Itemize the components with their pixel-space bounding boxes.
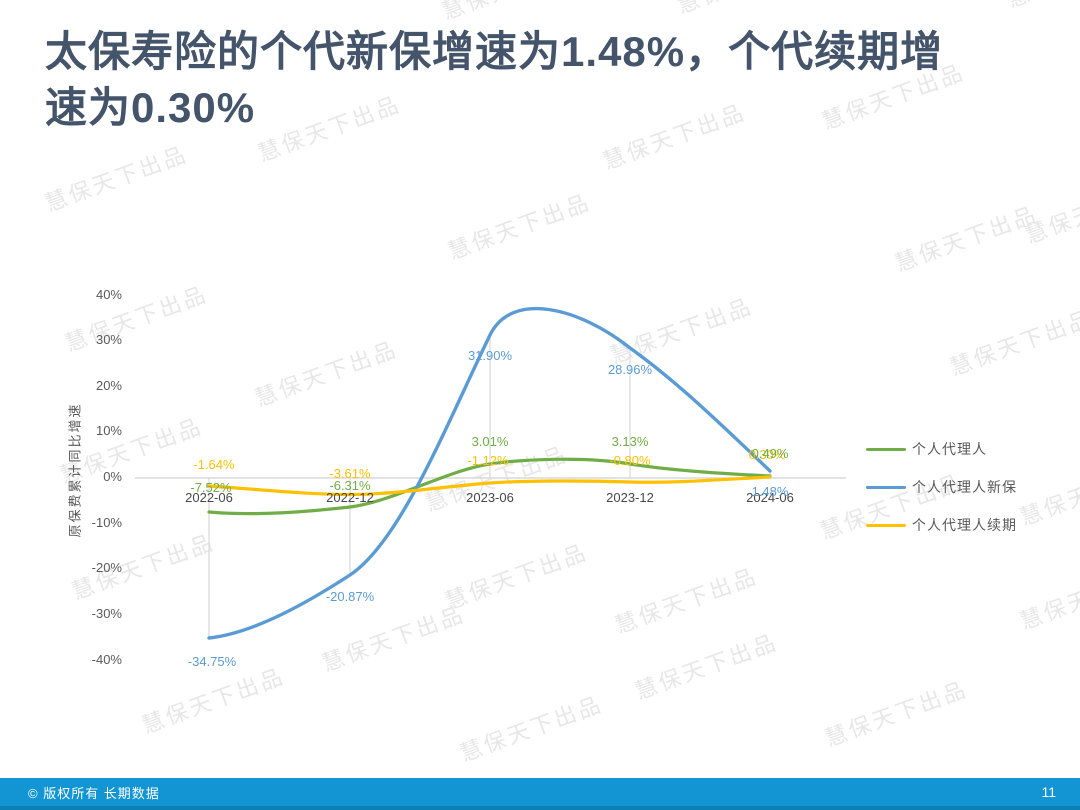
data-label: -20.87% [325,589,375,604]
footer-bar: © 版权所有 长期数据 11 [0,778,1080,810]
y-tick-label: 0% [103,469,122,484]
data-label: -7.52% [190,480,232,495]
y-axis-title: 原保费累计同比增速 [67,402,83,538]
data-label: 28.96% [607,362,653,377]
y-tick-label: 10% [95,423,122,439]
page-title: 太保寿险的个代新保增速为1.48%，个代续期增 速为0.30% [45,24,1045,136]
legend-swatch-line [866,523,906,527]
data-label: -0.80% [609,453,651,468]
page-title-line1: 太保寿险的个代新保增速为1.48%，个代续期增 [45,28,944,75]
series-line-agent-renewal [207,475,772,497]
data-label: 0.49% [751,446,789,461]
data-label: -1.12% [467,453,509,468]
legend-item-label: 个人代理人新保 [912,479,1017,495]
series-line-agent [207,457,772,516]
page-number: 11 [1041,784,1056,800]
x-tick-label: 2023-12 [606,490,654,505]
page-title-line2: 速为0.30% [45,84,256,131]
y-tick-label: -40% [91,651,122,667]
legend-item-label: 个人代理人 [912,441,987,457]
data-label: -3.61% [329,466,371,481]
data-label: 3.13% [611,434,649,449]
y-tick-label: 20% [95,377,122,393]
y-tick-label: -30% [91,605,122,621]
data-label: -1.64% [193,457,235,472]
legend-item: 个人代理人 [866,430,1017,468]
x-tick-label: 2023-06 [466,490,514,505]
legend: 个人代理人个人代理人新保 个人代理人续期 [866,430,1017,544]
series-line-agent-new-business [207,306,772,640]
y-tick-label: 40% [95,286,122,302]
legend-item: 个人代理人新保 [866,468,1017,506]
x-tick-label: 2024-06 [746,490,794,505]
y-tick-label: -20% [91,560,122,576]
data-label: 0.30% [748,447,786,462]
data-label: -34.75% [187,654,237,669]
x-tick-label: 2022-12 [326,490,374,505]
legend-item-label: 个人代理人续期 [912,517,1017,533]
data-label: -6.31% [329,478,371,493]
data-label: 3.01% [471,434,509,449]
legend-swatch-line [866,447,906,451]
copyright-text: © 版权所有 长期数据 [28,785,160,801]
x-tick-label: 2022-06 [185,490,233,505]
data-label: 1.48% [751,484,789,499]
y-tick-label: 30% [95,332,122,348]
y-tick-label: -10% [91,514,122,530]
data-label: 31.90% [467,348,513,363]
legend-swatch-line [866,485,906,489]
legend-item: 个人代理人续期 [866,506,1017,544]
